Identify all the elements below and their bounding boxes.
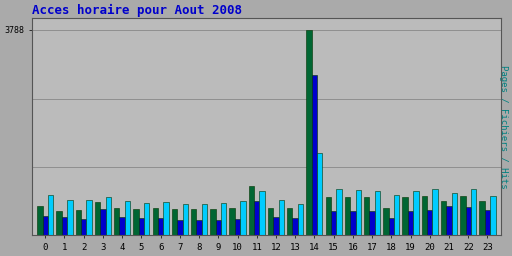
Bar bbox=[105, 197, 111, 235]
Bar bbox=[490, 196, 496, 235]
Bar bbox=[163, 202, 168, 235]
Bar bbox=[268, 208, 273, 235]
Bar bbox=[260, 191, 265, 235]
Bar bbox=[394, 195, 399, 235]
Bar bbox=[202, 204, 207, 235]
Bar bbox=[402, 197, 408, 235]
Bar bbox=[336, 189, 342, 235]
Bar bbox=[229, 208, 235, 235]
Bar bbox=[383, 208, 389, 235]
Bar bbox=[235, 219, 240, 235]
Bar bbox=[158, 218, 163, 235]
Bar bbox=[355, 190, 361, 235]
Bar bbox=[279, 200, 284, 235]
Bar bbox=[95, 201, 100, 235]
Bar bbox=[427, 210, 433, 235]
Bar bbox=[81, 219, 87, 235]
Bar bbox=[177, 220, 182, 235]
Bar bbox=[413, 191, 419, 235]
Bar bbox=[312, 75, 317, 235]
Bar bbox=[364, 197, 369, 235]
Bar bbox=[67, 200, 73, 235]
Bar bbox=[221, 203, 226, 235]
Bar bbox=[216, 220, 221, 235]
Bar bbox=[114, 208, 119, 235]
Bar bbox=[87, 200, 92, 235]
Bar bbox=[76, 210, 81, 235]
Bar bbox=[37, 207, 42, 235]
Bar bbox=[119, 217, 125, 235]
Bar bbox=[479, 201, 485, 235]
Y-axis label: Pages / Fichiers / Hits: Pages / Fichiers / Hits bbox=[499, 65, 508, 189]
Bar bbox=[100, 209, 105, 235]
Bar bbox=[172, 209, 177, 235]
Bar bbox=[197, 220, 202, 235]
Bar bbox=[48, 195, 53, 235]
Bar bbox=[240, 201, 246, 235]
Bar bbox=[125, 201, 130, 235]
Bar bbox=[446, 207, 452, 235]
Bar bbox=[317, 153, 323, 235]
Bar bbox=[345, 197, 350, 235]
Bar bbox=[287, 208, 292, 235]
Bar bbox=[254, 200, 260, 235]
Bar bbox=[292, 218, 298, 235]
Bar bbox=[465, 207, 471, 235]
Bar bbox=[460, 196, 465, 235]
Text: Acces horaire pour Aout 2008: Acces horaire pour Aout 2008 bbox=[32, 4, 242, 17]
Bar bbox=[375, 191, 380, 235]
Bar bbox=[42, 216, 48, 235]
Bar bbox=[389, 218, 394, 235]
Bar bbox=[273, 217, 279, 235]
Bar bbox=[139, 218, 144, 235]
Bar bbox=[433, 189, 438, 235]
Bar bbox=[441, 200, 446, 235]
Bar bbox=[153, 208, 158, 235]
Bar bbox=[210, 209, 216, 235]
Bar bbox=[369, 211, 375, 235]
Bar bbox=[56, 211, 62, 235]
Bar bbox=[471, 189, 476, 235]
Bar bbox=[408, 211, 413, 235]
Bar bbox=[62, 217, 67, 235]
Bar bbox=[422, 196, 427, 235]
Bar bbox=[191, 209, 197, 235]
Bar bbox=[144, 203, 150, 235]
Bar bbox=[133, 209, 139, 235]
Bar bbox=[298, 204, 303, 235]
Bar bbox=[182, 204, 188, 235]
Bar bbox=[249, 186, 254, 235]
Bar bbox=[331, 211, 336, 235]
Bar bbox=[350, 211, 355, 235]
Bar bbox=[452, 193, 457, 235]
Bar bbox=[485, 210, 490, 235]
Bar bbox=[306, 30, 312, 235]
Bar bbox=[326, 197, 331, 235]
